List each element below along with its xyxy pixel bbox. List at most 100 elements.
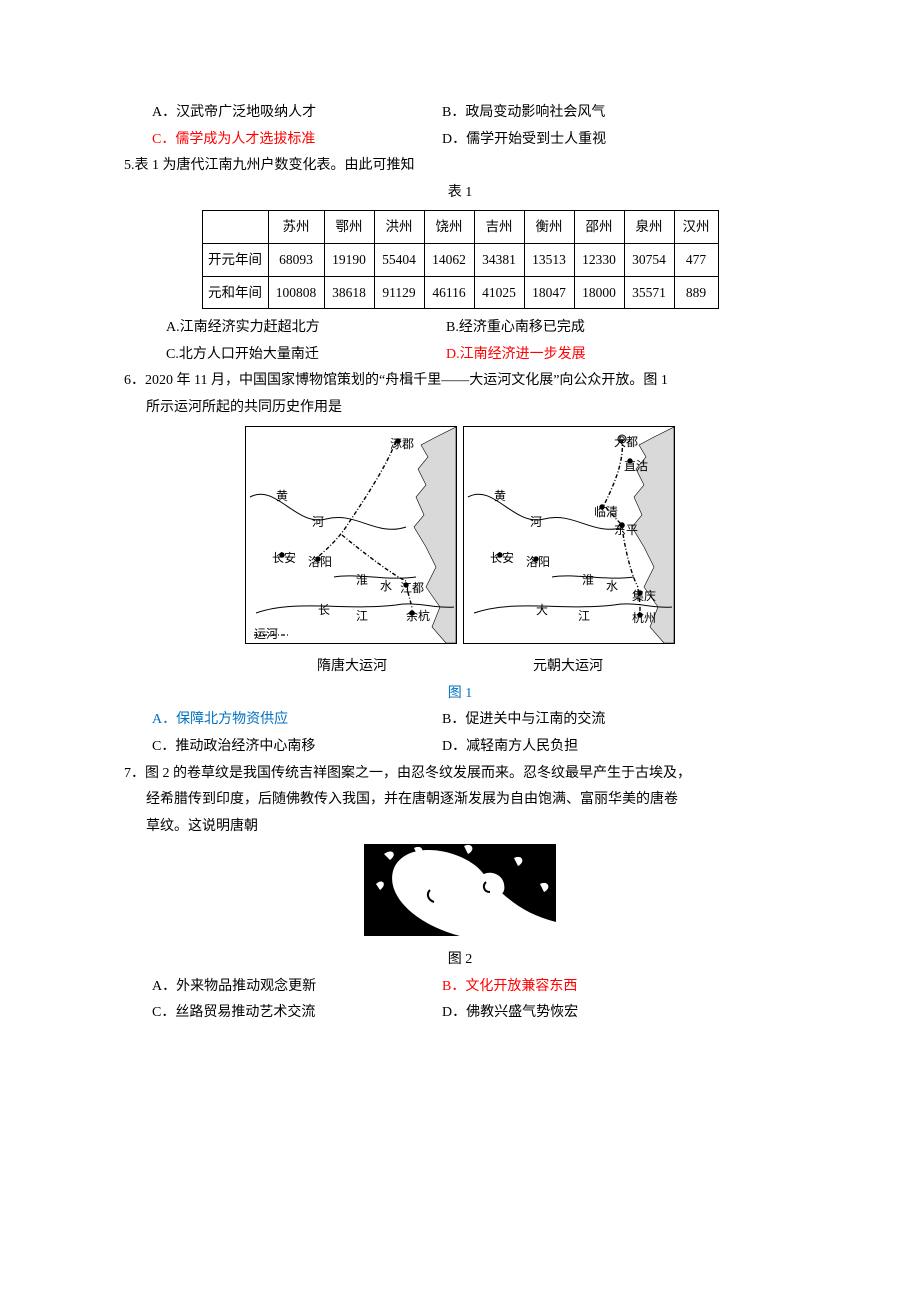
q5-table-caption: 表 1: [110, 180, 810, 207]
table-header-cell: [202, 211, 268, 244]
table-cell: 13513: [524, 244, 574, 277]
q6-choice-b: B．促进关中与江南的交流: [442, 707, 732, 734]
map-label: 洛阳: [308, 551, 332, 574]
q5-row1: A.江南经济实力赶超北方 B.经济重心南移已完成: [166, 315, 810, 342]
q6-number: 6．: [124, 368, 145, 395]
q6-maps: 涿郡黄河长安洛阳淮水江都长江余杭运河 大都直沽黄临清河东平长安洛阳淮水集庆大江杭…: [110, 426, 810, 708]
table-header-cell: 邵州: [574, 211, 624, 244]
q6-choice-c: C．推动政治经济中心南移: [152, 734, 442, 761]
map-label: 运河: [254, 623, 278, 644]
table-cell: 18047: [524, 276, 574, 309]
q4-choice-d: D．儒学开始受到士人重视: [442, 127, 732, 154]
q6-choice-a: A．保障北方物资供应: [152, 707, 442, 734]
map-label: 水: [380, 575, 392, 598]
q5-stem: 5. 表 1 为唐代江南九州户数变化表。由此可推知: [124, 153, 810, 180]
q7-choice-d: D．佛教兴盛气势恢宏: [442, 1000, 732, 1027]
q5-table: 苏州鄂州洪州饶州吉州衡州邵州泉州汉州开元年间680931919055404140…: [202, 210, 719, 309]
map-label: 直沽: [624, 455, 648, 478]
document-page: A．汉武帝广泛地吸纳人才 B．政局变动影响社会风气 C．儒学成为人才选拔标准 D…: [0, 0, 920, 1302]
q6-choice-d: D．减轻南方人民负担: [442, 734, 732, 761]
q7-choice-c: C．丝路贸易推动艺术交流: [152, 1000, 442, 1027]
q6-row2: C．推动政治经济中心南移 D．减轻南方人民负担: [152, 734, 810, 761]
map1-caption: 隋唐大运河: [247, 654, 457, 681]
q5-number: 5.: [124, 153, 135, 180]
table-cell: 开元年间: [202, 244, 268, 277]
q7-row2: C．丝路贸易推动艺术交流 D．佛教兴盛气势恢宏: [152, 1000, 810, 1027]
map-label: 黄: [494, 485, 506, 508]
map-label: 江: [578, 605, 590, 628]
table-header-cell: 泉州: [624, 211, 674, 244]
table-cell: 35571: [624, 276, 674, 309]
table-cell: 元和年间: [202, 276, 268, 309]
q5-body: 表 1 为唐代江南九州户数变化表。由此可推知: [135, 153, 811, 180]
table-header-cell: 洪州: [374, 211, 424, 244]
table-cell: 34381: [474, 244, 524, 277]
table-header-cell: 苏州: [268, 211, 324, 244]
map-sui-tang: 涿郡黄河长安洛阳淮水江都长 江 余杭运河: [245, 426, 457, 644]
table-cell: 477: [674, 244, 718, 277]
map-label: 淮: [356, 569, 368, 592]
q7-body3: 草纹。这说明唐朝: [146, 814, 810, 841]
table-cell: 18000: [574, 276, 624, 309]
table-cell: 91129: [374, 276, 424, 309]
q6-body2: 所示运河所起的共同历史作用是: [146, 395, 810, 422]
table-cell: 889: [674, 276, 718, 309]
q7-row1: A．外来物品推动观念更新 B．文化开放兼容东西: [152, 974, 810, 1001]
q5-choice-c: C.北方人口开始大量南迁: [166, 342, 446, 369]
q7-number: 7．: [124, 761, 145, 788]
q7-body1: 图 2 的卷草纹是我国传统吉祥图案之一，由忍冬纹发展而来。忍冬纹最早产生于古埃及…: [145, 761, 810, 788]
q4-row1: A．汉武帝广泛地吸纳人才 B．政局变动影响社会风气: [152, 100, 810, 127]
table-cell: 14062: [424, 244, 474, 277]
map-label: 杭州: [632, 607, 656, 630]
table-header-cell: 鄂州: [324, 211, 374, 244]
map-label: 长: [318, 599, 330, 622]
map-label: 洛阳: [526, 551, 550, 574]
table-cell: 12330: [574, 244, 624, 277]
q4-choice-c: C．儒学成为人才选拔标准: [152, 127, 442, 154]
q7-fig-caption: 图 2: [110, 947, 810, 974]
table-cell: 30754: [624, 244, 674, 277]
q6-body1: 2020 年 11 月，中国国家博物馆策划的“舟楫千里——大运河文化展”向公众开…: [145, 368, 810, 395]
map-label: 江: [356, 605, 368, 628]
map-label: 余杭: [406, 605, 430, 628]
table-header-cell: 饶州: [424, 211, 474, 244]
table-header-cell: 吉州: [474, 211, 524, 244]
q6-row1: A．保障北方物资供应 B．促进关中与江南的交流: [152, 707, 810, 734]
map-label: 黄: [276, 485, 288, 508]
map-yuan: 大都直沽黄临清河东平长安洛阳淮水集庆大江杭州: [463, 426, 675, 644]
q5-choice-b: B.经济重心南移已完成: [446, 315, 736, 342]
table-header-cell: 衡州: [524, 211, 574, 244]
map-label: 大都: [614, 431, 638, 454]
q6-fig-caption: 图 1: [110, 681, 810, 708]
q7-stem-line1: 7． 图 2 的卷草纹是我国传统吉祥图案之一，由忍冬纹发展而来。忍冬纹最早产生于…: [124, 761, 810, 788]
q7-figure: 图 2: [110, 844, 810, 973]
q7-choice-b: B．文化开放兼容东西: [442, 974, 732, 1001]
table-cell: 41025: [474, 276, 524, 309]
table-cell: 68093: [268, 244, 324, 277]
map-label: 涿郡: [390, 433, 414, 456]
table-cell: 55404: [374, 244, 424, 277]
scroll-pattern-icon: [364, 844, 556, 936]
map-label: 长安: [272, 547, 296, 570]
q4-row2: C．儒学成为人才选拔标准 D．儒学开始受到士人重视: [152, 127, 810, 154]
map-label: 长安: [490, 547, 514, 570]
map-label: 河: [530, 511, 542, 534]
q6-stem-line1: 6． 2020 年 11 月，中国国家博物馆策划的“舟楫千里——大运河文化展”向…: [124, 368, 810, 395]
q4-choice-a: A．汉武帝广泛地吸纳人才: [152, 100, 442, 127]
q7-choice-a: A．外来物品推动观念更新: [152, 974, 442, 1001]
table-header-cell: 汉州: [674, 211, 718, 244]
q5-choice-d: D.江南经济进一步发展: [446, 342, 736, 369]
table-cell: 46116: [424, 276, 474, 309]
table-cell: 100808: [268, 276, 324, 309]
q7-body2: 经希腊传到印度，后随佛教传入我国，并在唐朝逐渐发展为自由饱满、富丽华美的唐卷: [146, 787, 810, 814]
table-cell: 38618: [324, 276, 374, 309]
map-label: 水: [606, 575, 618, 598]
map-label: 东平: [614, 519, 638, 542]
q5-row2: C.北方人口开始大量南迁 D.江南经济进一步发展: [166, 342, 810, 369]
map2-caption: 元朝大运河: [463, 654, 673, 681]
q5-choice-a: A.江南经济实力赶超北方: [166, 315, 446, 342]
map-label: 河: [312, 511, 324, 534]
map-label: 江都: [400, 577, 424, 600]
map-label: 集庆: [632, 585, 656, 608]
table-cell: 19190: [324, 244, 374, 277]
